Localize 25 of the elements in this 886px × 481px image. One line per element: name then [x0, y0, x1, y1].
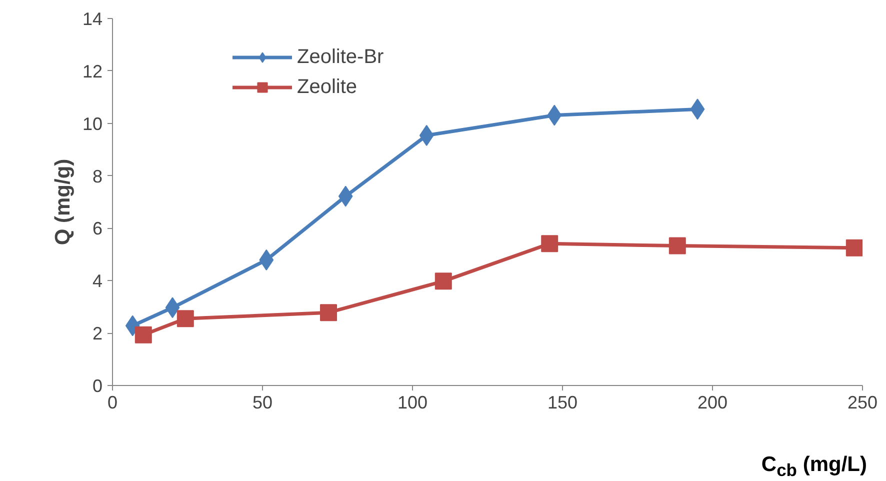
y-tick-label: 2 [92, 324, 103, 344]
y-tick-label: 10 [82, 114, 103, 134]
point [541, 235, 558, 252]
y-tick-label: 4 [92, 271, 103, 292]
point [134, 326, 152, 344]
x-tick-label: 200 [697, 392, 728, 412]
point [176, 310, 194, 328]
legend-label: Zeolite-Br [297, 46, 384, 68]
point [668, 237, 686, 254]
y-tick-label: 0 [92, 376, 103, 396]
x-tick-label: 250 [847, 392, 878, 412]
x-axis-title: C$_{cb}$ (mg/L) [761, 452, 867, 481]
point [434, 272, 452, 290]
y-tick-label: 12 [82, 61, 103, 82]
point [846, 239, 862, 256]
x-tick-label: 150 [547, 392, 578, 412]
y-tick-label: 8 [92, 166, 103, 186]
y-axis-title: Q (mg/g) [51, 158, 74, 246]
x-tick-label: 50 [252, 392, 273, 412]
x-tick-label: 0 [107, 392, 118, 412]
x-tick-label: 100 [397, 392, 428, 412]
y-tick-label: 6 [92, 218, 103, 239]
y-tick-label: 14 [82, 9, 103, 29]
point [320, 304, 337, 322]
legend-label: Zeolite [297, 76, 358, 98]
